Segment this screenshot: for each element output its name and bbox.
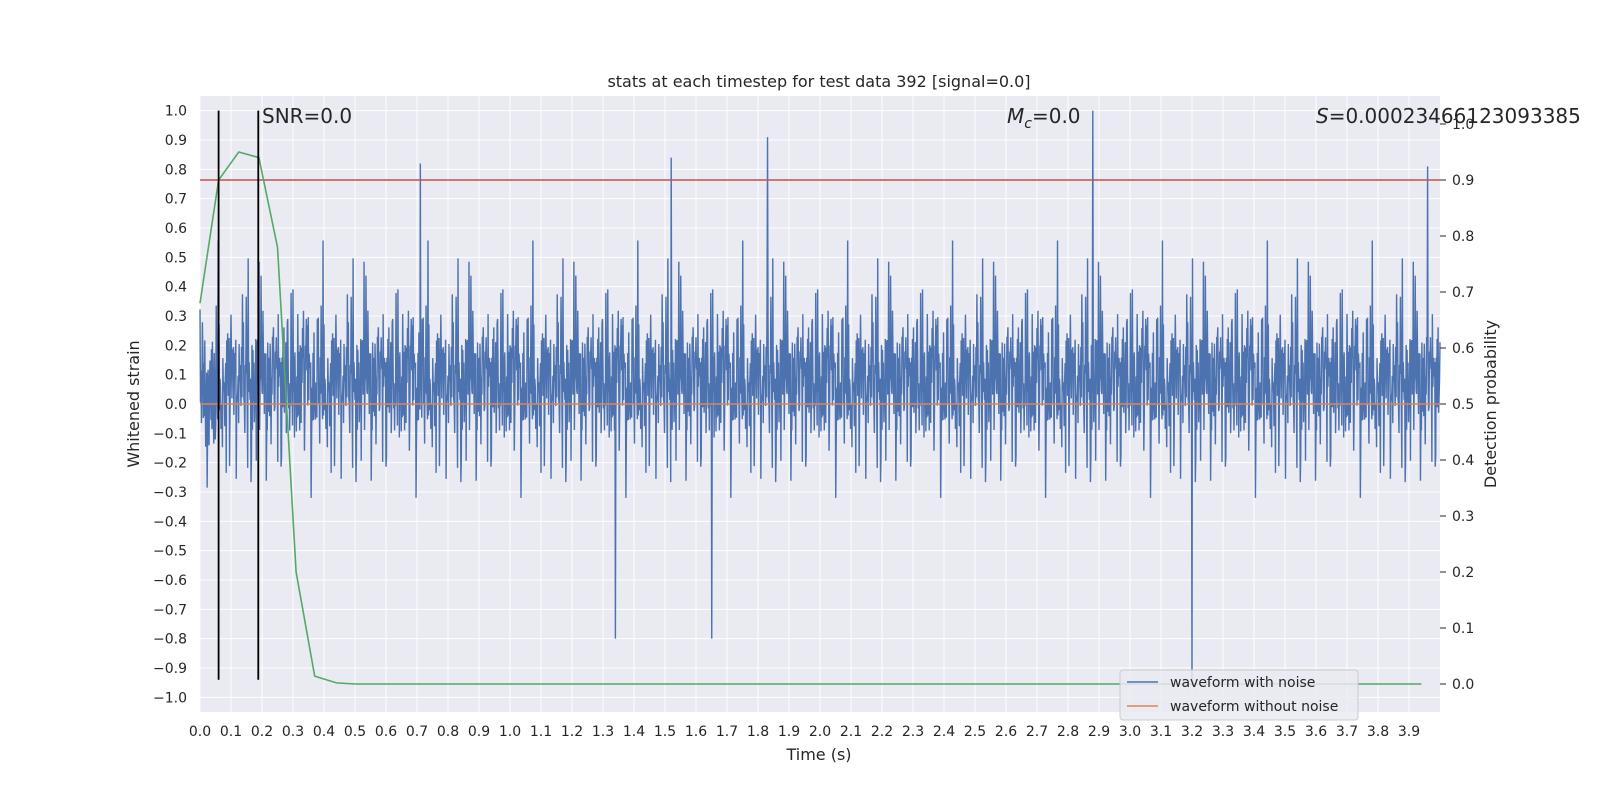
x-tick-label: 2.5 [964,724,986,740]
y-tick-label: −0.7 [153,602,187,618]
x-tick-label: 3.5 [1274,724,1296,740]
x-tick-label: 1.3 [592,724,614,740]
legend-box [1119,669,1359,721]
x-tick-label: 1.0 [499,724,521,740]
right-y-tick-label: 0.0 [1452,677,1474,693]
right-y-tick-label: 0.5 [1452,397,1474,413]
x-tick-label: 0.0 [189,724,211,740]
x-tick-label: 2.7 [1026,724,1048,740]
chart-title: stats at each timestep for test data 392… [607,72,1030,91]
x-tick-label: 3.9 [1398,724,1420,740]
x-tick-label: 1.7 [716,724,738,740]
x-tick-label: 1.9 [778,724,800,740]
x-tick-label: 3.2 [1181,724,1203,740]
x-tick-label: 0.7 [406,724,428,740]
right-y-tick-label: 0.7 [1452,285,1474,301]
y-tick-label: −0.2 [153,456,187,472]
y-tick-label: 0.1 [165,368,187,384]
y-tick-label: 0.8 [165,162,187,178]
x-tick-label: 2.3 [902,724,924,740]
y-tick-label: 0.6 [165,221,187,237]
y-tick-label: −0.6 [153,573,187,589]
detection-probability-line [199,151,1422,685]
marker-lines [217,110,260,680]
right-y-axis-ticks: 1.0 0.9 0.8 0.7 0.6 0.5 0.4 0.3 0.2 0.1 0.0 [1440,117,1474,693]
x-axis-label: Time (s) [785,745,851,764]
x-tick-label: 3.3 [1212,724,1234,740]
legend: waveform with noise waveform without noi… [1119,669,1359,721]
x-tick-label: 0.9 [468,724,490,740]
y-tick-label: 0.7 [165,192,187,208]
x-tick-label: 3.8 [1367,724,1389,740]
series-detection-probability [199,151,1422,685]
x-tick-label: 0.1 [220,724,242,740]
x-tick-label: 3.1 [1150,724,1172,740]
y-tick-label: 0.2 [165,338,187,354]
legend-label-noise: waveform with noise [1170,675,1315,691]
chirp-mass-annotation: Mc=0.0 [1007,104,1081,132]
x-tick-label: 3.0 [1119,724,1141,740]
x-tick-label: 3.6 [1305,724,1327,740]
right-y-tick-label: 0.9 [1452,173,1474,189]
y-tick-label: −0.1 [153,426,187,442]
x-tick-label: 2.6 [995,724,1017,740]
x-tick-label: 1.6 [685,724,707,740]
x-tick-label: 1.5 [654,724,676,740]
x-tick-label: 0.8 [437,724,459,740]
x-tick-label: 2.0 [809,724,831,740]
score-annotation: S=0.00023466123093385 [1316,104,1581,128]
x-tick-label: 2.8 [1057,724,1079,740]
x-tick-label: 0.6 [375,724,397,740]
right-y-tick-label: 1.0 [1452,117,1474,133]
x-tick-label: 3.4 [1243,724,1265,740]
right-y-tick-label: 0.1 [1452,621,1474,637]
right-y-tick-label: 0.3 [1452,509,1474,525]
right-y-tick-label: 0.2 [1452,565,1474,581]
x-tick-label: 1.1 [530,724,552,740]
y-tick-label: 1.0 [165,104,187,120]
x-tick-label: 0.3 [282,724,304,740]
y-tick-label: −0.4 [153,514,187,530]
x-tick-label: 2.9 [1088,724,1110,740]
x-tick-label: 2.4 [933,724,955,740]
x-tick-label: 3.7 [1336,724,1358,740]
x-tick-label: 2.2 [871,724,893,740]
x-tick-label: 0.5 [344,724,366,740]
legend-label-clean: waveform without noise [1170,699,1338,715]
y-tick-label: 0.5 [165,250,187,266]
waveform-with-noise-line [199,110,1441,686]
x-tick-label: 1.8 [747,724,769,740]
right-y-axis-label: Detection probability [1481,320,1500,488]
x-tick-label: 1.4 [623,724,645,740]
y-tick-label: 0.9 [165,133,187,149]
y-tick-label: −0.5 [153,544,187,560]
series-waveform-with-noise [199,110,1441,686]
y-tick-label: 0.0 [165,397,187,413]
y-tick-label: −0.8 [153,632,187,648]
y-tick-label: 0.4 [165,280,187,296]
x-tick-label: 0.2 [251,724,273,740]
right-y-tick-label: 0.8 [1452,229,1474,245]
right-y-tick-label: 0.6 [1452,341,1474,357]
y-tick-label: 0.3 [165,309,187,325]
snr-annotation: SNR=0.0 [262,104,352,128]
x-tick-label: 2.1 [840,724,862,740]
y-tick-label: −0.9 [153,661,187,677]
y-tick-label: −1.0 [153,690,187,706]
y-tick-label: −0.3 [153,485,187,501]
right-y-tick-label: 0.4 [1452,453,1474,469]
x-tick-label: 1.2 [561,724,583,740]
x-tick-label: 0.4 [313,724,335,740]
x-axis-ticks: 0.0 0.1 0.2 0.3 0.4 0.5 0.6 0.7 0.8 0.9 1.0 1.1 1.2 1… [189,724,1420,740]
y-axis-label: Whitened strain [124,340,143,467]
y-axis-ticks: 1.0 0.9 0.8 0.7 0.6 0.5 0.4 0.3 0.2 0.1 0.0 −0.1 −0.… [153,104,187,707]
